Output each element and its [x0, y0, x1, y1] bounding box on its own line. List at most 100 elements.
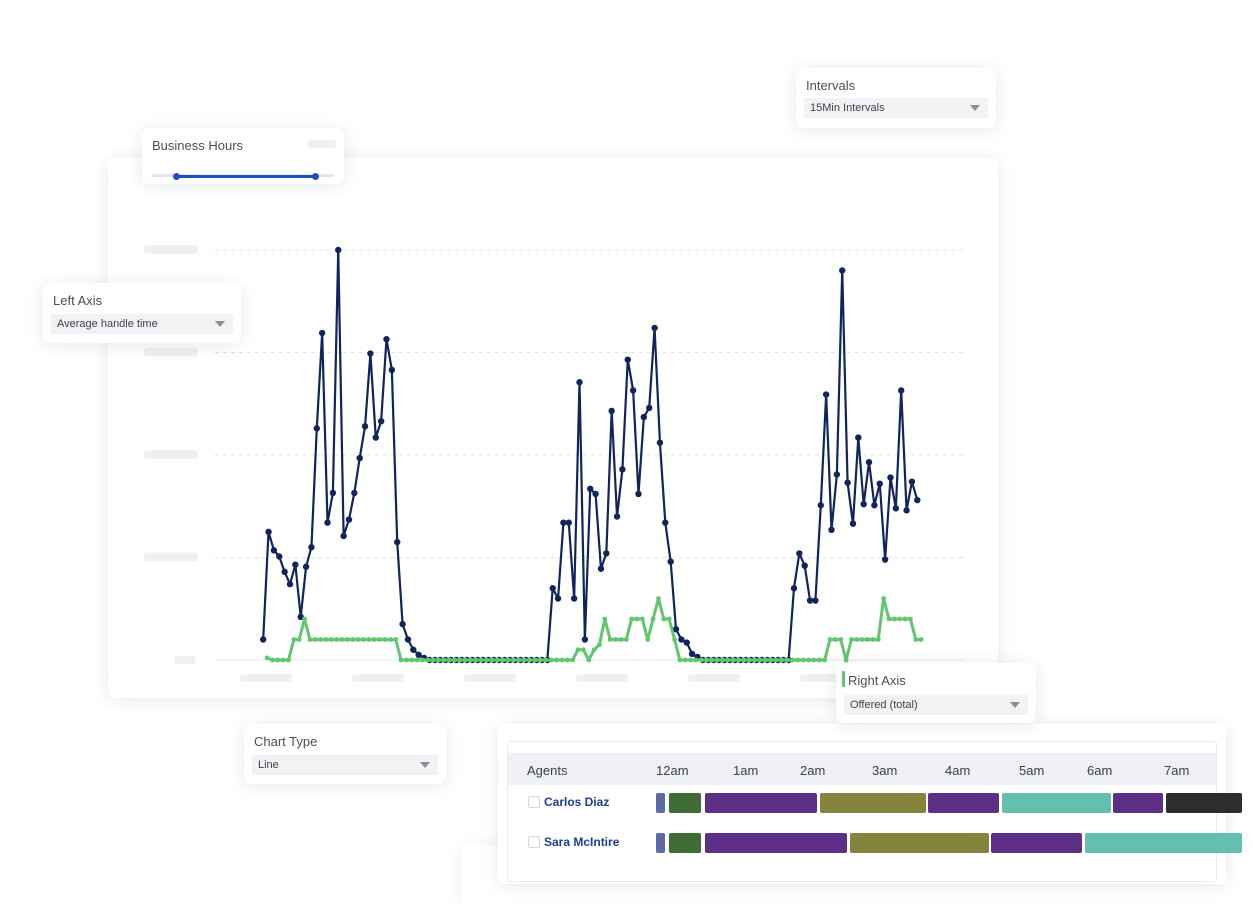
- series-2-point[interactable]: [404, 657, 409, 663]
- series-1-point[interactable]: [817, 502, 824, 509]
- schedule-segment[interactable]: [704, 793, 817, 813]
- series-2-point[interactable]: [790, 657, 795, 663]
- series-2-point[interactable]: [897, 616, 903, 622]
- series-2-point[interactable]: [913, 637, 919, 642]
- series-2-point[interactable]: [586, 657, 592, 663]
- series-2-point[interactable]: [666, 616, 672, 622]
- series-1-point[interactable]: [667, 558, 674, 565]
- series-1-point[interactable]: [324, 519, 331, 526]
- series-2-point[interactable]: [597, 642, 602, 648]
- series-2-point[interactable]: [398, 657, 404, 663]
- series-2-point[interactable]: [409, 657, 415, 663]
- series-2-point[interactable]: [334, 637, 340, 642]
- series-2-point[interactable]: [832, 637, 838, 642]
- series-2-point[interactable]: [623, 637, 629, 642]
- series-1-point[interactable]: [410, 646, 417, 653]
- series-2-point[interactable]: [554, 657, 559, 663]
- series-1-point[interactable]: [646, 404, 653, 412]
- series-2-point[interactable]: [339, 637, 345, 642]
- series-2-point[interactable]: [468, 657, 474, 663]
- series-2-point[interactable]: [452, 657, 458, 663]
- series-2-point[interactable]: [849, 637, 854, 642]
- series-2-point[interactable]: [661, 616, 667, 622]
- series-1-point[interactable]: [887, 474, 894, 481]
- series-1-point[interactable]: [629, 387, 637, 394]
- series-2-point[interactable]: [307, 637, 313, 642]
- series-1-point[interactable]: [597, 565, 605, 572]
- schedule-segment[interactable]: [1085, 833, 1243, 853]
- schedule-segment[interactable]: [668, 793, 702, 813]
- series-2-point[interactable]: [618, 637, 624, 642]
- series-2-point[interactable]: [602, 616, 608, 622]
- series-1-point[interactable]: [554, 595, 562, 602]
- series-1-point[interactable]: [356, 454, 363, 462]
- series-1-point[interactable]: [844, 479, 851, 486]
- series-2-point[interactable]: [575, 647, 581, 653]
- series-2-point[interactable]: [698, 657, 704, 663]
- series-2-point[interactable]: [371, 637, 377, 642]
- series-1-point[interactable]: [672, 626, 680, 633]
- series-2-point[interactable]: [693, 657, 699, 663]
- series-2-point[interactable]: [473, 657, 479, 663]
- series-1-point[interactable]: [849, 520, 857, 527]
- series-2-point[interactable]: [564, 657, 570, 663]
- series-2-point[interactable]: [495, 657, 500, 663]
- series-1-point[interactable]: [822, 391, 830, 398]
- series-2-point[interactable]: [795, 657, 801, 663]
- series-1-point[interactable]: [828, 526, 835, 534]
- series-2-point[interactable]: [425, 657, 431, 663]
- series-1-point[interactable]: [281, 568, 288, 576]
- series-1-point[interactable]: [276, 553, 283, 560]
- series-2-point[interactable]: [634, 616, 640, 622]
- series-2-point[interactable]: [264, 655, 270, 661]
- series-1-point[interactable]: [576, 379, 583, 386]
- series-1-point[interactable]: [560, 519, 567, 526]
- series-1-point[interactable]: [855, 434, 862, 441]
- schedule-segment[interactable]: [1112, 793, 1163, 813]
- series-2-point[interactable]: [457, 657, 463, 663]
- series-1-point[interactable]: [259, 636, 267, 643]
- series-2-point[interactable]: [548, 657, 554, 663]
- series-2-point[interactable]: [720, 657, 726, 663]
- series-1-point[interactable]: [613, 513, 621, 520]
- series-2-point[interactable]: [725, 657, 731, 663]
- series-2-point[interactable]: [366, 637, 372, 642]
- series-1-point[interactable]: [688, 650, 696, 658]
- series-1-point[interactable]: [587, 485, 594, 493]
- series-2-point[interactable]: [806, 657, 811, 663]
- series-2-point[interactable]: [387, 637, 393, 642]
- series-2-point[interactable]: [280, 657, 286, 663]
- agent-name[interactable]: Sara McIntire: [544, 835, 620, 849]
- series-2-point[interactable]: [291, 637, 297, 642]
- schedule-segment[interactable]: [1002, 793, 1111, 813]
- schedule-segment[interactable]: [819, 793, 926, 813]
- series-2-point[interactable]: [500, 657, 506, 663]
- agent-name[interactable]: Carlos Diaz: [544, 795, 610, 809]
- business-hours-end-handle[interactable]: [312, 172, 319, 180]
- series-2-point[interactable]: [505, 657, 511, 663]
- series-2-point[interactable]: [607, 637, 613, 642]
- series-1-point[interactable]: [678, 636, 685, 643]
- series-2-point[interactable]: [773, 657, 779, 663]
- series-2-point[interactable]: [881, 596, 887, 601]
- series-2-point[interactable]: [918, 637, 924, 642]
- series-1-point[interactable]: [270, 547, 278, 554]
- series-2-point[interactable]: [446, 657, 452, 663]
- right-axis-select[interactable]: Offered (total): [844, 695, 1028, 715]
- series-2-point[interactable]: [489, 657, 495, 663]
- series-1-point[interactable]: [592, 490, 599, 498]
- series-2-point[interactable]: [763, 657, 769, 663]
- series-1-point[interactable]: [801, 562, 808, 569]
- series-1-point[interactable]: [351, 489, 358, 497]
- series-1-point[interactable]: [619, 466, 626, 473]
- series-1-point[interactable]: [367, 350, 374, 357]
- series-2-point[interactable]: [570, 657, 576, 663]
- series-1-point[interactable]: [308, 544, 315, 551]
- series-2-point[interactable]: [377, 637, 383, 642]
- series-1-point[interactable]: [640, 413, 648, 421]
- series-1-point[interactable]: [876, 480, 883, 487]
- series-2-point[interactable]: [827, 637, 833, 642]
- series-1-point[interactable]: [812, 597, 819, 604]
- series-1-point[interactable]: [662, 519, 669, 526]
- series-2-point[interactable]: [532, 657, 538, 663]
